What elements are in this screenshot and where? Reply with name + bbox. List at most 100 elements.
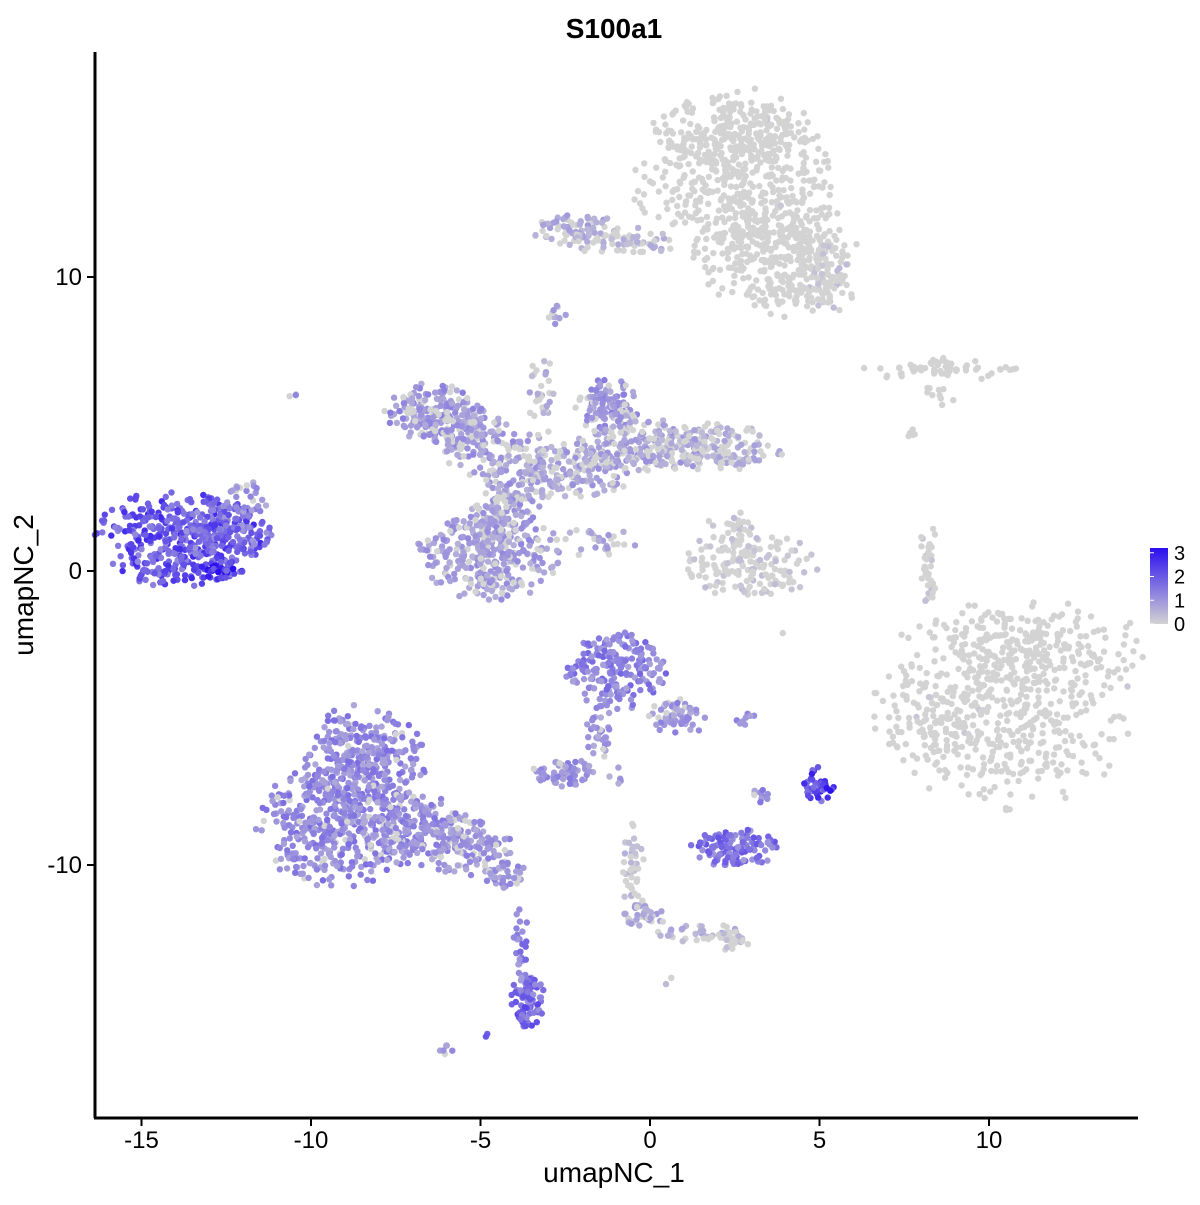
data-point [1048,717,1055,724]
data-point [710,249,717,257]
data-point [497,573,505,580]
data-point [1042,761,1049,769]
data-point [717,447,724,454]
data-point [577,546,585,553]
data-point [724,245,731,253]
data-point [588,386,595,393]
data-point [830,304,837,311]
data-point [663,709,670,717]
data-point [762,208,769,216]
data-point [779,272,786,280]
data-point [400,399,408,407]
data-point [594,733,602,740]
data-point [641,160,648,167]
data-point [496,460,503,468]
data-point [814,566,821,573]
data-point [776,228,784,235]
data-point [512,526,519,534]
data-point [324,755,331,762]
data-point [499,584,506,592]
data-point [771,133,779,140]
data-point [696,854,703,861]
data-point [547,536,554,543]
data-point [748,152,755,159]
data-point [964,714,971,721]
data-point [321,724,328,731]
data-point [662,670,670,677]
data-point [256,532,264,539]
data-point [494,438,502,445]
data-point [443,448,451,455]
data-point [1096,656,1104,663]
data-point [661,156,668,163]
data-point [751,85,759,92]
data-point [471,419,478,426]
data-point [498,543,505,551]
data-point [598,219,606,226]
data-point [518,525,525,532]
data-point [694,249,701,256]
data-point [387,409,394,416]
data-point [724,104,732,112]
data-point [560,466,567,473]
data-point [756,546,763,553]
data-point [983,657,990,664]
data-point [1076,732,1083,740]
data-point [622,382,629,389]
data-point [174,509,181,516]
data-point [657,138,664,146]
data-point [793,297,800,305]
data-point [781,556,788,564]
data-point [1018,724,1025,732]
data-point [569,678,577,685]
data-point [409,395,416,402]
data-point [509,438,517,445]
data-point [701,151,709,159]
data-point [437,579,445,586]
data-point [455,396,463,403]
data-point [478,432,485,440]
data-point [755,232,762,239]
data-point [764,238,771,245]
data-point [681,209,689,216]
data-point [548,235,555,243]
data-point [970,641,978,648]
data-point [698,429,706,436]
data-point [467,564,474,572]
data-point [760,564,767,571]
data-point [140,518,147,525]
data-point [766,122,774,129]
data-point [562,535,569,543]
data-point [1074,675,1081,682]
data-point [528,485,535,493]
data-point [1018,747,1025,754]
data-point [644,643,652,651]
data-point [247,548,254,555]
data-point [747,120,755,127]
data-point [703,141,710,149]
data-point [814,764,822,771]
data-point [769,212,777,219]
data-point [460,533,467,541]
data-point [736,531,743,538]
data-point [977,771,984,779]
data-point [768,164,775,171]
data-point [681,423,688,431]
data-point [902,740,909,748]
data-point [587,450,595,457]
data-point [152,513,160,521]
data-point [687,149,695,157]
data-point [405,721,412,729]
data-point [727,173,734,180]
data-point [556,447,564,455]
data-point [923,669,930,677]
data-point [913,651,921,659]
data-point [973,679,980,686]
data-point [732,244,740,251]
data-point [612,410,619,417]
data-point [491,471,499,478]
data-point [623,241,631,248]
data-point [1133,637,1140,645]
data-point [814,133,821,140]
data-point [492,560,499,567]
